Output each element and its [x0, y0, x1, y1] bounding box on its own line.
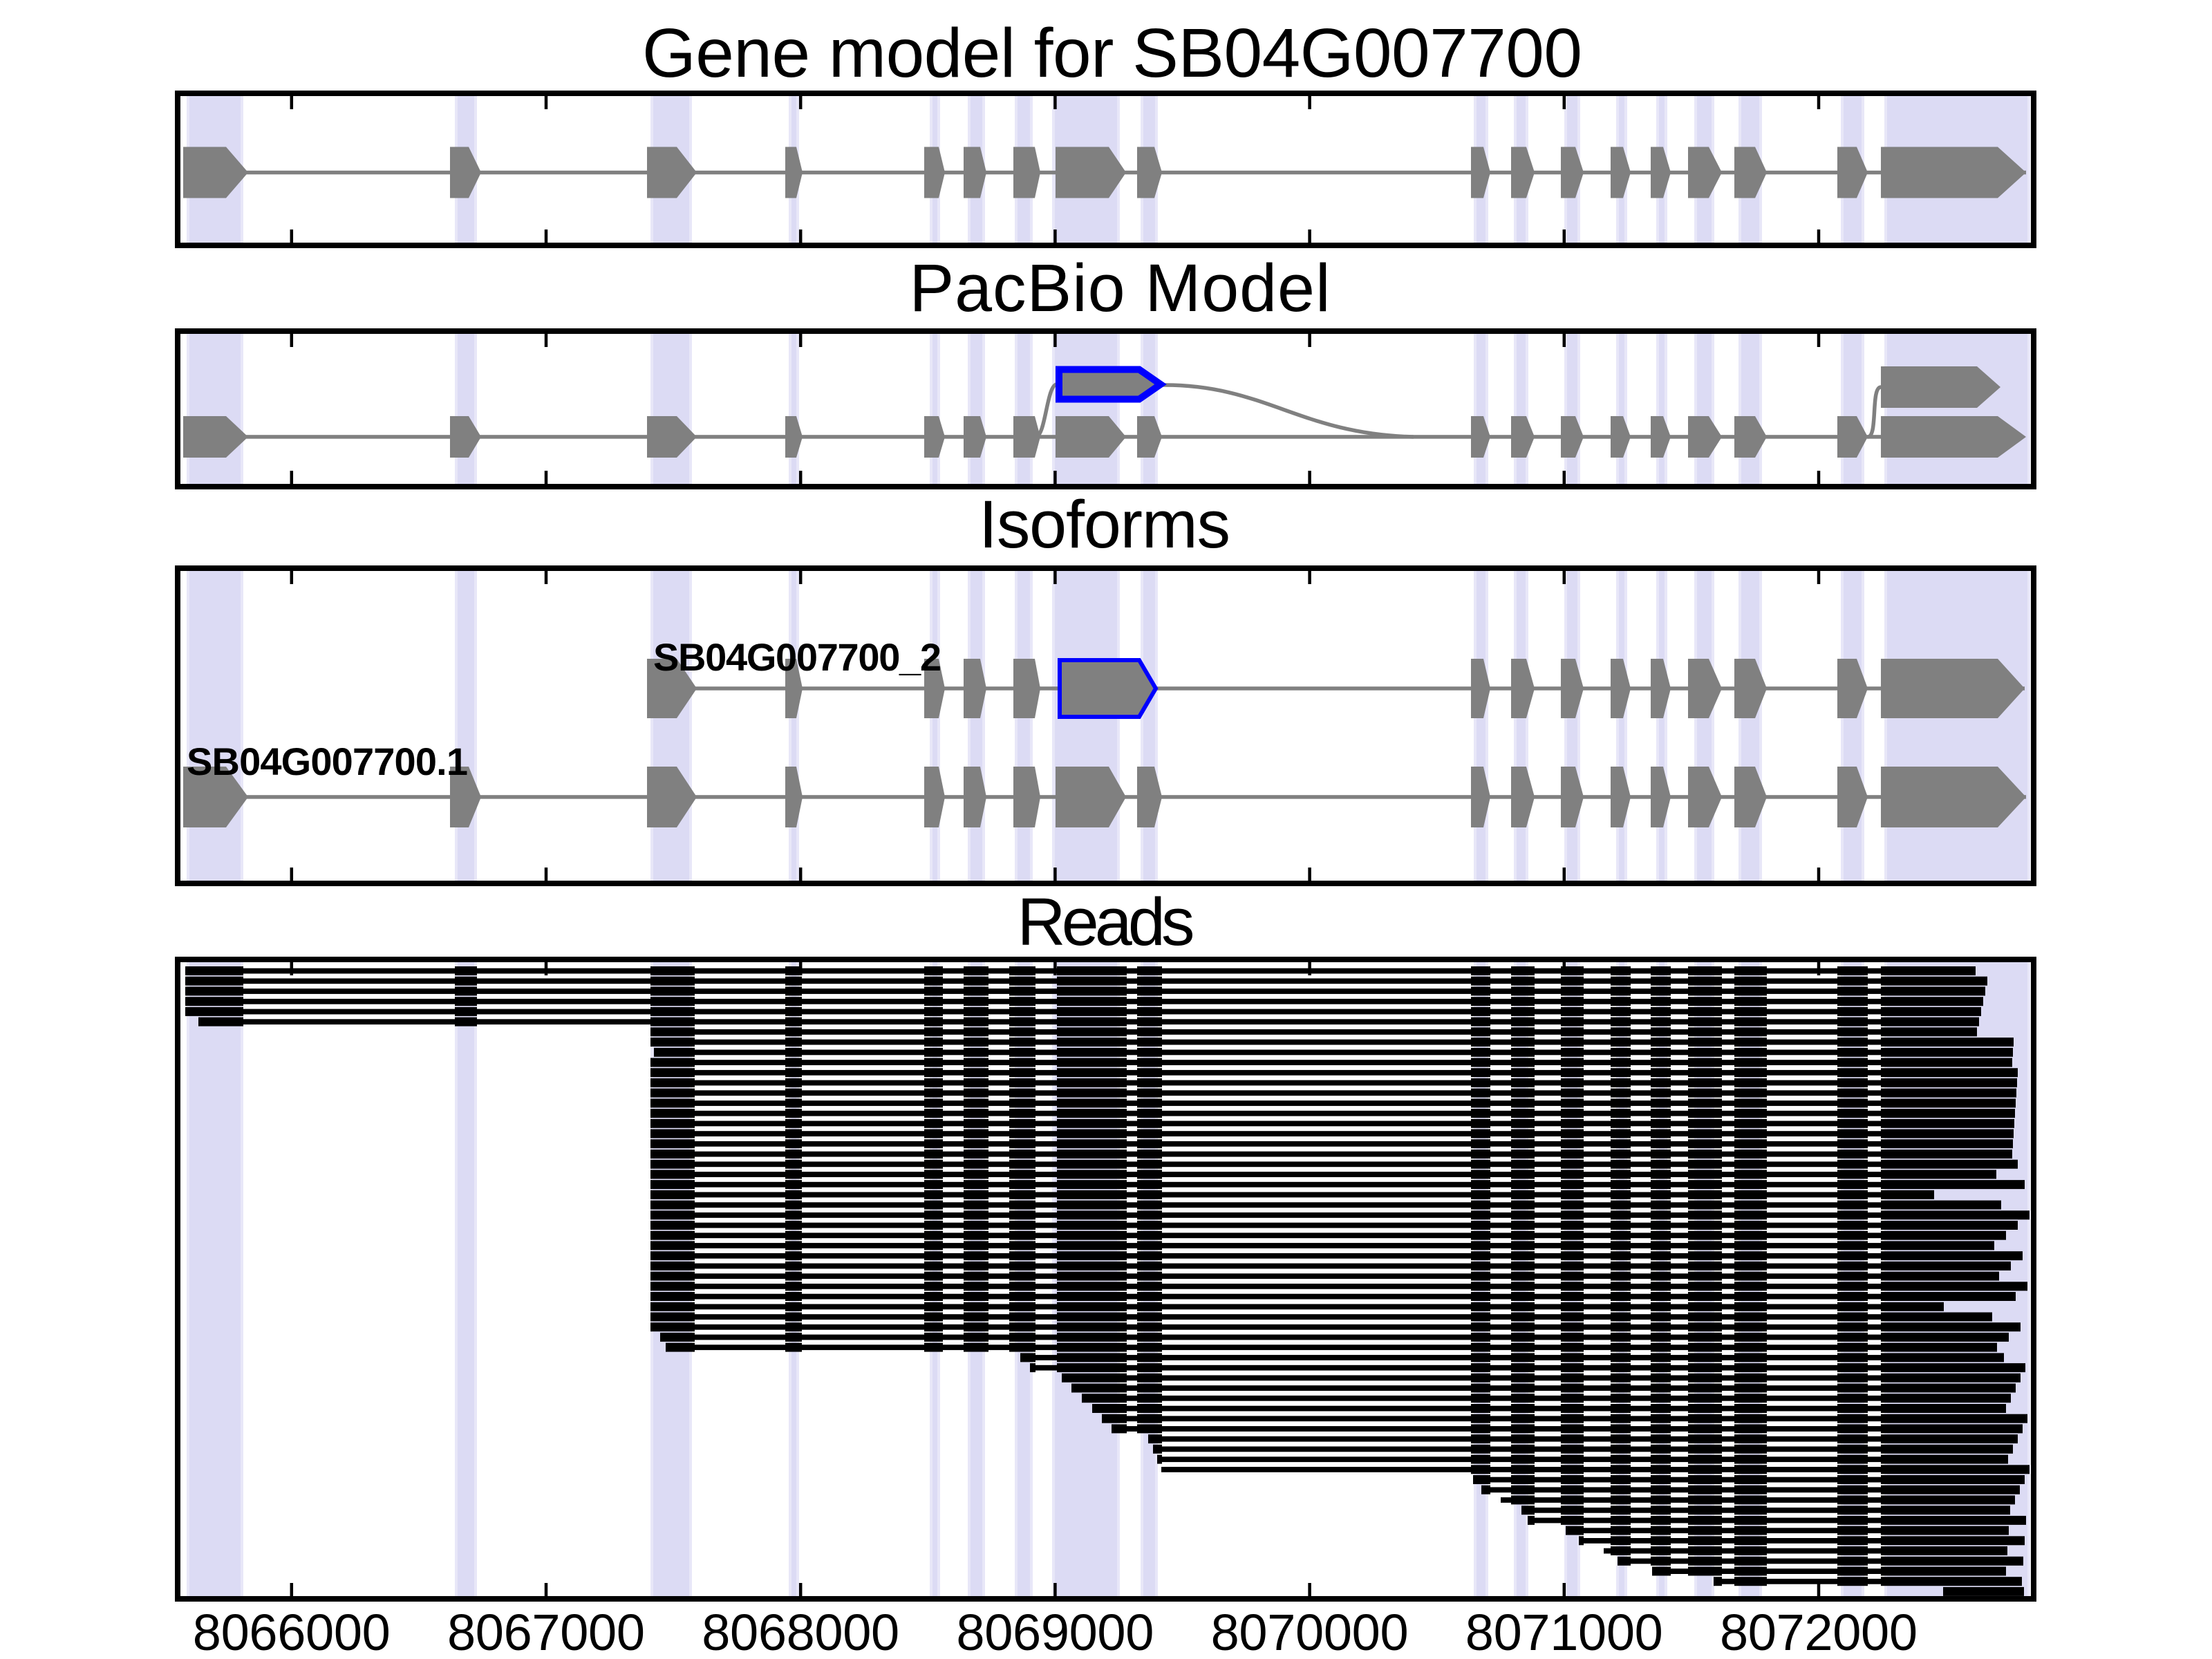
svg-text:8071000: 8071000 [1465, 1604, 1663, 1659]
svg-text:8070000: 8070000 [1211, 1604, 1409, 1659]
svg-text:Gene model for SB04G007700: Gene model for SB04G007700 [642, 15, 1582, 92]
svg-text:8072000: 8072000 [1720, 1604, 1918, 1659]
svg-text:8066000: 8066000 [193, 1604, 391, 1659]
svg-text:8069000: 8069000 [956, 1604, 1154, 1659]
svg-text:Reads: Reads [1018, 884, 1195, 959]
svg-text:PacBio Model: PacBio Model [910, 250, 1331, 326]
svg-text:8067000: 8067000 [447, 1604, 645, 1659]
svg-text:SB04G007700.1: SB04G007700.1 [187, 740, 468, 783]
svg-text:SB04G007700_2: SB04G007700_2 [653, 635, 941, 679]
svg-text:Isoforms: Isoforms [979, 487, 1230, 562]
svg-text:8068000: 8068000 [702, 1604, 899, 1659]
